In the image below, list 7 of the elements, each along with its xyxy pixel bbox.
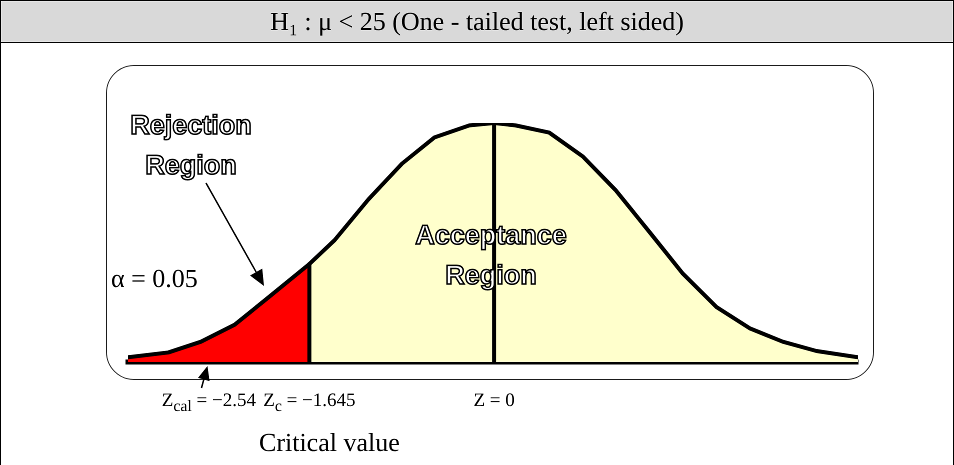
- x-tick-label: Z = 0: [473, 390, 515, 411]
- x-tick-label: Z$_{c}$ = −1.645: [263, 390, 356, 415]
- x-tick-label: Z$_{cal}$ = −2.54: [162, 390, 256, 415]
- chart-title: H₁ : μ < 25 (One - tailed test, left sided): [1, 0, 953, 43]
- text: Critical value: [259, 428, 400, 458]
- annotation: Rejection Region: [129, 109, 253, 182]
- annotation: α = 0.05: [111, 264, 198, 294]
